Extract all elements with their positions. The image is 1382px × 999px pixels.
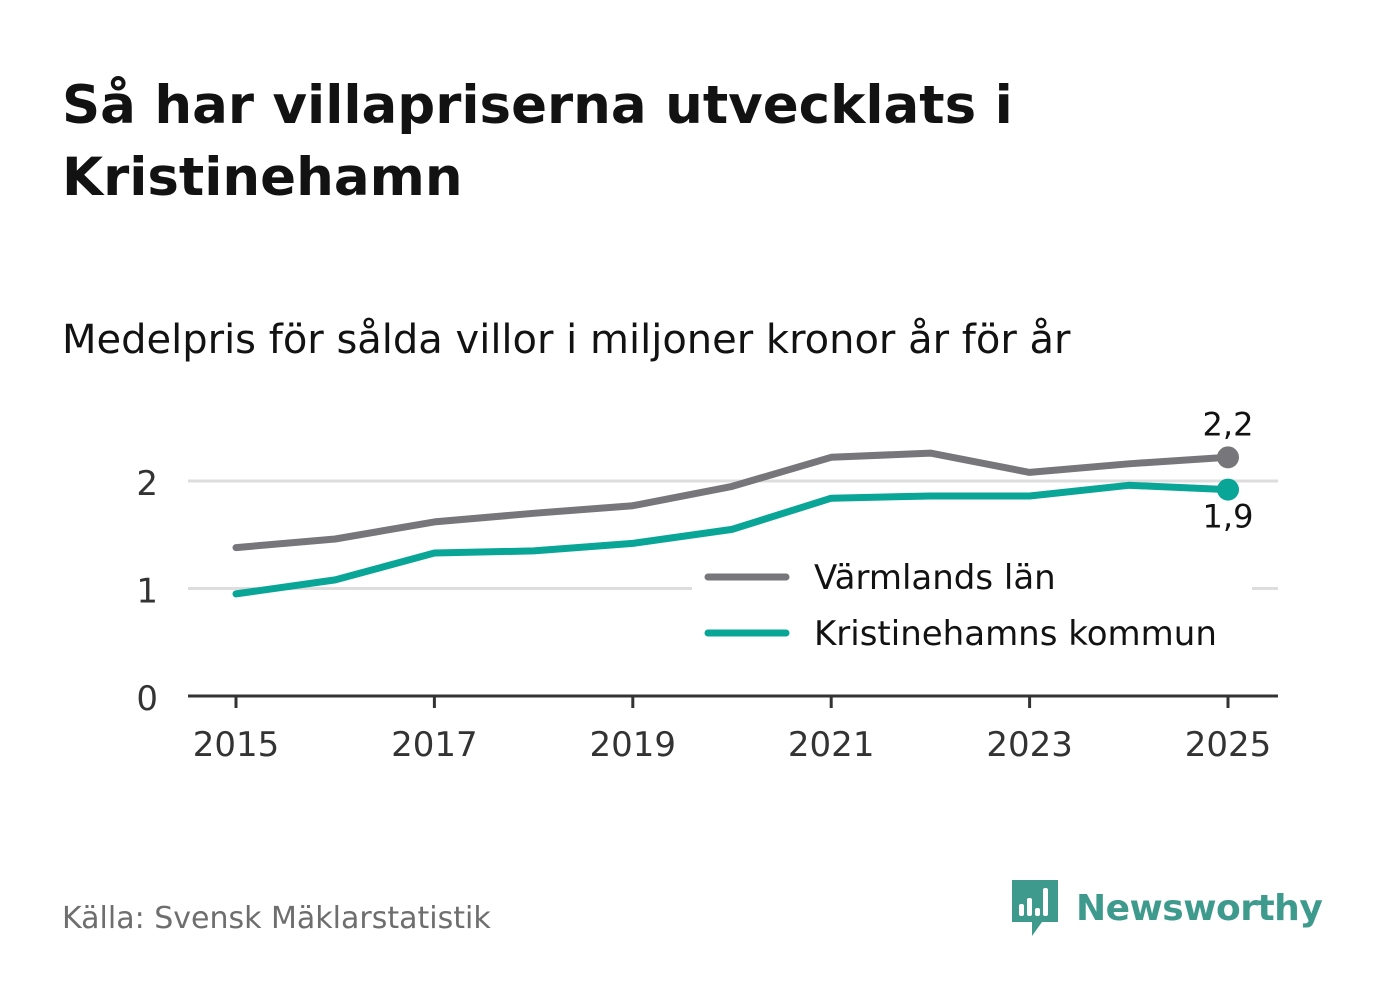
y-tick-label: 0: [136, 679, 158, 719]
brand-name: Newsworthy: [1076, 887, 1323, 929]
newsworthy-logo-icon: [1012, 880, 1058, 936]
legend-background: [692, 548, 1252, 666]
x-tick-label: 2021: [788, 725, 875, 765]
series-line-varmlands-lan: [232, 449, 1232, 552]
series-line-kristinehamns-kommun: [232, 481, 1232, 598]
legend: Värmlands län Kristinehamns kommun: [692, 548, 1252, 666]
series-lines: [232, 449, 1232, 598]
x-tick-label: 2015: [193, 725, 280, 765]
end-marker: [1217, 446, 1239, 469]
chart-title: Så har villapriserna utvecklats i Kristi…: [62, 75, 1013, 208]
x-tick-label: 2019: [590, 725, 677, 765]
y-tick-label: 1: [136, 572, 158, 612]
x-tick-label: 2025: [1185, 725, 1272, 765]
y-tick-label: 2: [136, 464, 158, 504]
end-marker: [1217, 478, 1239, 501]
chart-subtitle: Medelpris för sålda villor i miljoner kr…: [62, 317, 1071, 363]
x-tick-label: 2017: [391, 725, 478, 765]
y-axis-ticks: 0 1 2: [136, 464, 158, 719]
end-markers: 2,2 1,9: [1203, 405, 1254, 535]
x-axis: 2015 2017 2019 2021 2023 2025: [188, 694, 1278, 765]
end-value-label: 2,2: [1203, 405, 1254, 443]
end-value-label: 1,9: [1203, 498, 1254, 536]
x-tick-label: 2023: [986, 725, 1073, 765]
legend-label: Värmlands län: [814, 558, 1056, 598]
source-note: Källa: Svensk Mäklarstatistik: [62, 901, 491, 936]
legend-label: Kristinehamns kommun: [814, 614, 1217, 654]
newsworthy-logo: Newsworthy: [1010, 878, 1323, 938]
